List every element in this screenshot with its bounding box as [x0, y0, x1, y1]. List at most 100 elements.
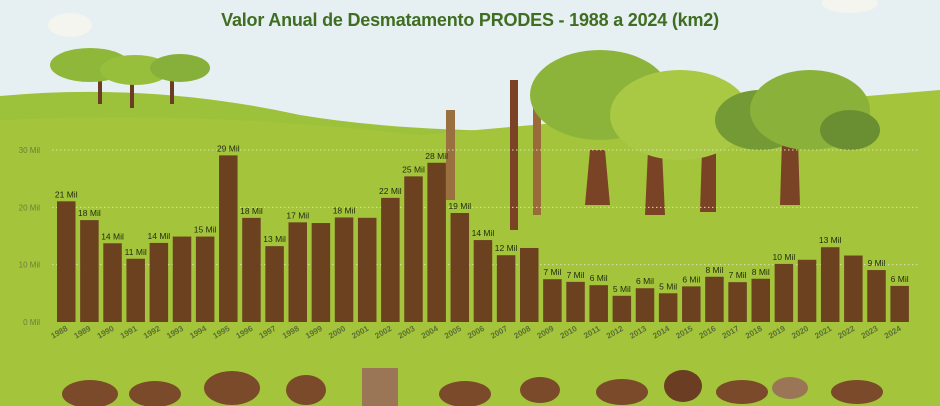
bar-1989 [80, 220, 99, 322]
data-label: 11 Mil [125, 247, 147, 257]
data-label: 12 Mil [495, 243, 518, 253]
data-label: 17 Mil [286, 210, 309, 220]
x-tick-label: 1989 [72, 324, 92, 341]
x-tick-label: 2009 [535, 324, 555, 341]
bar-1993 [172, 236, 192, 322]
data-label: 14 Mil [472, 228, 495, 238]
bar-1995 [219, 155, 238, 322]
bar-2018 [751, 278, 770, 322]
bar-2016 [705, 276, 724, 322]
data-label: 10 Mil [773, 252, 796, 262]
data-label: 7 Mil [567, 270, 585, 280]
bar-2004 [427, 162, 446, 322]
data-label: 8 Mil [705, 265, 723, 275]
tree-stumps [62, 368, 883, 406]
data-label: 9 Mil [868, 258, 886, 268]
x-tick-label: 2008 [512, 324, 532, 341]
data-label: 5 Mil [659, 281, 677, 291]
bar-2023 [867, 270, 886, 322]
x-tick-label: 2000 [327, 324, 347, 341]
data-label: 6 Mil [636, 276, 654, 286]
x-tick-label: 2013 [628, 324, 648, 341]
x-tick-label: 1998 [281, 324, 301, 341]
data-label: 18 Mil [78, 208, 101, 218]
bar-1996 [242, 217, 261, 322]
x-tick-label: 2012 [605, 324, 625, 341]
x-tick-label: 2015 [674, 324, 694, 341]
bar-2021 [820, 247, 840, 322]
bar-2000 [334, 217, 354, 322]
bar-2009 [543, 279, 562, 322]
data-label: 13 Mil [263, 234, 286, 244]
bar-2011 [589, 285, 608, 322]
x-tick-label: 1988 [49, 324, 69, 341]
data-label: 15 Mil [194, 225, 217, 235]
data-label: 28 Mil [425, 151, 448, 161]
x-tick-label: 1992 [142, 324, 162, 341]
bar-2024 [890, 285, 909, 322]
x-tick-label: 2019 [767, 324, 787, 341]
x-tick-label: 2004 [420, 324, 440, 341]
data-label: 25 Mil [402, 164, 425, 174]
bar-1992 [149, 242, 169, 322]
bar-2001 [357, 217, 377, 322]
x-tick-label: 2007 [489, 324, 509, 341]
bar-2019 [774, 263, 794, 322]
x-tick-label: 2003 [397, 324, 417, 341]
x-tick-label: 2002 [373, 324, 393, 341]
x-tick-label: 2014 [651, 324, 671, 341]
x-tick-label: 2024 [883, 324, 903, 341]
data-label: 7 Mil [729, 270, 747, 280]
x-tick-label: 2011 [582, 324, 602, 341]
data-label: 6 Mil [891, 274, 909, 284]
data-label: 6 Mil [590, 273, 608, 283]
data-label: 18 Mil [333, 205, 356, 215]
x-tick-label: 2017 [721, 324, 741, 341]
x-tick-label: 1995 [211, 324, 231, 341]
data-label: 29 Mil [217, 143, 240, 153]
x-tick-label: 2005 [443, 324, 463, 341]
bar-1997 [265, 246, 284, 322]
x-tick-label: 2001 [350, 324, 370, 341]
bar-2007 [496, 255, 516, 322]
data-label: 14 Mil [101, 231, 124, 241]
data-label: 8 Mil [752, 267, 770, 277]
data-label: 21 Mil [55, 189, 78, 199]
small-trees [50, 48, 210, 108]
bar-2017 [728, 282, 747, 322]
x-tick-label: 2021 [813, 324, 833, 341]
bar-1998 [288, 222, 307, 322]
y-tick-label: 10 Mil [19, 261, 41, 270]
bar-2022 [844, 255, 863, 322]
bar-1990 [103, 243, 122, 322]
bar-2013 [635, 288, 655, 322]
x-tick-label: 2020 [790, 324, 810, 341]
data-label: 13 Mil [819, 235, 842, 245]
bar-1994 [195, 236, 215, 322]
cloud-icon [822, 0, 878, 13]
x-tick-label: 1994 [188, 324, 208, 341]
big-trees [446, 50, 880, 230]
bar-2012 [612, 295, 632, 322]
bar-2010 [566, 281, 585, 322]
data-label: 6 Mil [682, 274, 700, 284]
bar-1999 [311, 223, 331, 322]
x-tick-label: 2022 [836, 324, 856, 341]
y-tick-label: 30 Mil [19, 146, 41, 155]
data-label: 7 Mil [543, 267, 561, 277]
bar-2006 [473, 240, 493, 322]
y-tick-label: 0 Mil [23, 318, 40, 327]
bar-1988 [57, 201, 76, 322]
bar-2005 [450, 213, 470, 322]
bar-2003 [404, 176, 423, 322]
x-tick-label: 1991 [119, 324, 139, 341]
x-tick-label: 2018 [744, 324, 764, 341]
data-label: 14 Mil [148, 231, 171, 241]
x-tick-label: 2023 [860, 324, 880, 341]
bar-2002 [381, 197, 400, 322]
x-tick-label: 1993 [165, 324, 185, 341]
cloud-icon [48, 13, 92, 37]
x-tick-label: 2006 [466, 324, 486, 341]
